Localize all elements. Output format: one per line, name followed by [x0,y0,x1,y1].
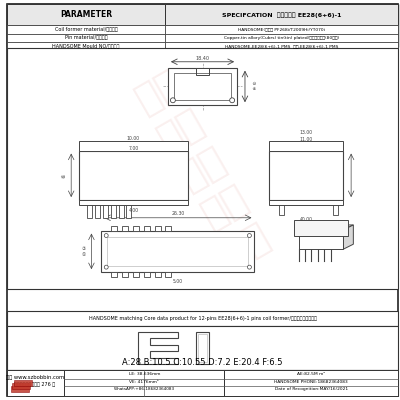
Bar [224,370,398,396]
Text: 10.00: 10.00 [127,136,140,141]
Bar [79,141,188,151]
Bar [11,386,29,392]
Bar [122,226,128,231]
Text: 11.00: 11.00 [300,137,313,142]
Bar [7,326,398,370]
Bar [196,68,210,74]
Text: HANDSOME PHONE:18682364083: HANDSOME PHONE:18682364083 [274,380,348,384]
Bar [95,200,100,218]
Text: SPECIFCATION  品名：换升 EE28(6+6)-1: SPECIFCATION 品名：换升 EE28(6+6)-1 [222,12,341,18]
Bar [298,230,344,249]
Bar [64,370,224,396]
Bar [165,25,398,34]
Text: AE:82.5M m²: AE:82.5M m² [297,372,325,376]
Bar [155,226,160,231]
Bar [7,4,165,25]
Bar [144,226,150,231]
Text: 换升
大力
塑料
有限
公司: 换升 大力 塑料 有限 公司 [129,64,276,273]
Bar [165,4,398,25]
Text: 13.00: 13.00 [300,130,313,135]
Text: Coil former material/线圈材料: Coil former material/线圈材料 [55,27,117,32]
Bar [133,226,139,231]
Bar [7,34,165,42]
Polygon shape [298,225,353,230]
Bar [165,42,398,50]
Text: 7.00: 7.00 [128,146,138,151]
Bar [7,4,398,47]
Bar [79,200,188,205]
Bar [269,200,343,205]
Bar [103,200,108,218]
Bar [168,68,237,105]
Polygon shape [344,225,353,249]
Polygon shape [138,332,178,364]
Text: ⑦
①: ⑦ ① [82,246,86,257]
Text: HANDSOME matching Core data product for 12-pins EE28(6+6)-1 pins coil former/换升磁: HANDSOME matching Core data product for … [88,316,316,321]
Text: ⑩
  ⑥: ⑩ ⑥ [250,82,256,91]
Text: 40.00: 40.00 [300,217,313,222]
Text: HANDSOME Mould NO/模具编号: HANDSOME Mould NO/模具编号 [52,44,120,49]
Bar [196,332,210,364]
Text: 5.00: 5.00 [173,280,183,284]
Bar [111,200,116,218]
Bar [7,25,165,34]
Circle shape [230,98,235,103]
Bar [79,151,188,200]
Bar [165,34,398,42]
Bar [279,200,284,215]
Bar [166,272,172,277]
Text: PARAMETER: PARAMETER [60,10,112,19]
Bar [14,380,32,386]
Circle shape [248,265,251,269]
Text: WhatsAPP:+86-18682364083: WhatsAPP:+86-18682364083 [114,387,175,391]
Bar [122,272,128,277]
Bar [101,231,254,272]
Bar [87,200,92,218]
Bar [133,272,139,277]
Text: VE: 4176mm³: VE: 4176mm³ [130,380,159,384]
Bar [107,236,248,266]
Circle shape [104,265,108,269]
Bar [111,226,117,231]
Text: Pin material/端子材料: Pin material/端子材料 [65,35,107,40]
Bar [7,48,398,289]
Text: 换升 www.szbobbin.com: 换升 www.szbobbin.com [6,375,64,380]
Bar [7,370,398,396]
Text: Copper-tin allory(Cubrs) tin(tin) plated/铜合锦销锅分(80分气): Copper-tin allory(Cubrs) tin(tin) plated… [224,36,339,40]
Text: LE: 38.636mm: LE: 38.636mm [128,372,160,376]
Circle shape [248,234,251,238]
Bar [166,226,172,231]
Text: 4.00: 4.00 [128,208,138,213]
Bar [12,383,30,389]
Bar [333,200,338,215]
Text: Date of Recognition:MAY/16/2021: Date of Recognition:MAY/16/2021 [274,387,348,391]
Bar [118,200,124,218]
Bar [294,220,348,236]
Bar [269,141,343,151]
Text: HANDSOME(标方） PF268i/T2009Hi/YT070i: HANDSOME(标方） PF268i/T2009Hi/YT070i [238,28,325,32]
Text: 18.40: 18.40 [196,56,210,61]
Bar [198,334,208,362]
Text: HANDSOME-EE28(6+6)-1 PMS  换升-EE28(6+6)-1 PMS: HANDSOME-EE28(6+6)-1 PMS 换升-EE28(6+6)-1 … [225,44,338,48]
Bar [174,73,231,100]
Bar [155,272,160,277]
Bar [111,272,117,277]
Circle shape [170,98,175,103]
Bar [144,272,150,277]
Text: 东常市石排下沙大道 276 号: 东常市石排下沙大道 276 号 [14,382,55,387]
Text: ⑥: ⑥ [62,173,67,178]
Bar [269,151,343,200]
Text: 26.30: 26.30 [171,211,184,216]
Bar [7,370,64,396]
Bar [126,200,132,218]
Text: A:28 B:10.5 C:10.55 D:7.2 E:20.4 F:6.5: A:28 B:10.5 C:10.55 D:7.2 E:20.4 F:6.5 [122,358,283,368]
Bar [7,42,165,50]
Circle shape [104,234,108,238]
Bar [7,310,398,326]
